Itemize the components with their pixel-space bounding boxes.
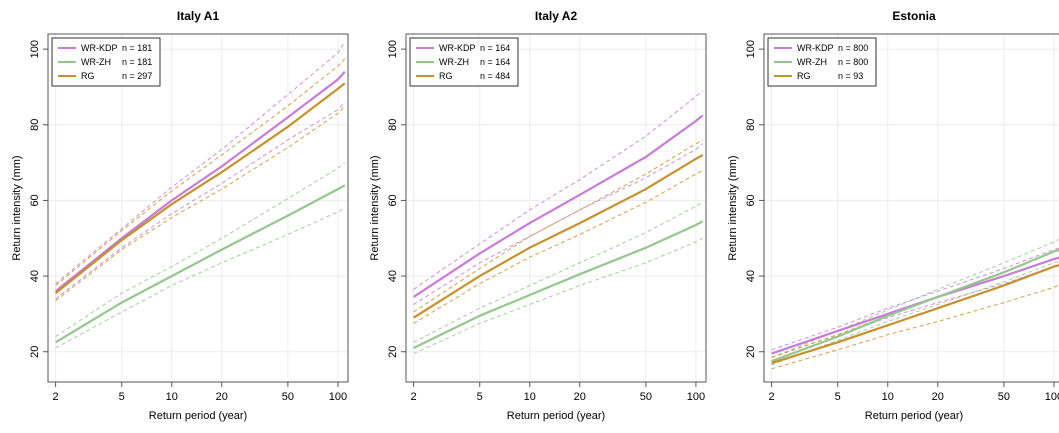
series-line [54, 82, 346, 294]
y-tick-label: 60 [387, 194, 399, 206]
series-lower-bound-line [771, 264, 1059, 358]
legend-count: n = 93 [838, 71, 863, 81]
legend-count: n = 164 [480, 57, 510, 67]
series-lower-bound-line [771, 284, 1059, 370]
legend-label: WR-ZH [81, 57, 111, 67]
legend-count: n = 484 [480, 71, 510, 81]
legend-label: WR-ZH [797, 57, 827, 67]
chart-panel-0: 2 5 10 20 50 100 20 40 60 80 100 Italy A1 Return per… [11, 9, 349, 422]
y-tick-label: 100 [387, 40, 399, 58]
x-tick-label: 10 [882, 391, 894, 403]
y-tick-label: 20 [745, 346, 757, 358]
chart-panel-1: 2 5 10 20 50 100 20 40 60 80 100 Italy A2 Return per… [369, 9, 707, 422]
chart-title: Estonia [892, 9, 936, 23]
x-tick-label: 2 [53, 391, 59, 403]
series-upper-bound-line [55, 41, 346, 285]
y-tick-label: 80 [29, 119, 41, 131]
series-line [771, 264, 1059, 365]
x-axis-label: Return period (year) [865, 410, 963, 422]
y-tick-label: 60 [745, 194, 757, 206]
legend-count: n = 297 [122, 71, 152, 81]
y-tick-label: 40 [29, 270, 41, 282]
series-line [771, 248, 1059, 363]
legend-count: n = 800 [838, 57, 868, 67]
x-tick-label: 20 [216, 391, 228, 403]
series-upper-bound-line [771, 247, 1059, 351]
legend: WR-KDP n = 181 WR-ZH n = 181 RG n = 297 [51, 37, 161, 87]
y-axis-label: Return intensity (mm) [369, 155, 381, 260]
legend-count: n = 800 [838, 43, 868, 53]
legend-count: n = 181 [122, 57, 152, 67]
legend: WR-KDP n = 800 WR-ZH n = 800 RG n = 93 [767, 37, 877, 87]
series-upper-bound-line [55, 162, 346, 338]
x-tick-label: 10 [166, 391, 178, 403]
legend-count: n = 181 [122, 43, 152, 53]
x-tick-label: 100 [329, 391, 347, 403]
legend-label: WR-ZH [439, 57, 469, 67]
chart-title: Italy A1 [177, 9, 220, 23]
plot-frame [47, 33, 349, 383]
x-axis-label: Return period (year) [149, 410, 247, 422]
y-tick-label: 60 [29, 194, 41, 206]
y-tick-label: 20 [29, 346, 41, 358]
x-tick-label: 100 [1045, 391, 1059, 403]
legend-label: WR-KDP [797, 43, 834, 53]
series-lower-bound-line [413, 237, 704, 355]
x-tick-label: 5 [119, 391, 125, 403]
legend-label: RG [439, 71, 453, 81]
x-tick-label: 50 [998, 391, 1010, 403]
series-line [55, 184, 346, 344]
x-tick-label: 2 [769, 391, 775, 403]
y-axis-label: Return intensity (mm) [11, 155, 23, 260]
series-lower-bound-line [413, 169, 704, 324]
series-upper-bound-line [413, 139, 704, 313]
series-line [54, 71, 346, 293]
x-tick-label: 50 [640, 391, 652, 403]
y-tick-label: 100 [745, 40, 757, 58]
y-tick-label: 40 [745, 270, 757, 282]
x-tick-label: 5 [477, 391, 483, 403]
series-upper-bound-line [771, 248, 1059, 358]
y-tick-label: 80 [387, 119, 399, 131]
x-tick-label: 100 [687, 391, 705, 403]
legend-label: WR-KDP [439, 43, 476, 53]
series-upper-bound-line [413, 90, 704, 290]
y-axis-label: Return intensity (mm) [727, 155, 739, 260]
series-lower-bound-line [55, 207, 346, 349]
x-tick-label: 2 [411, 391, 417, 403]
series-lower-bound-line [55, 105, 346, 302]
x-tick-label: 20 [574, 391, 586, 403]
x-tick-label: 5 [835, 391, 841, 403]
plot-frame [763, 33, 1059, 383]
y-tick-label: 100 [29, 40, 41, 58]
series-line [412, 114, 704, 298]
legend-label: WR-KDP [81, 43, 118, 53]
legend-label: RG [81, 71, 95, 81]
legend-label: RG [797, 71, 811, 81]
series-line [413, 154, 704, 319]
legend-count: n = 164 [480, 43, 510, 53]
x-axis-label: Return period (year) [507, 410, 605, 422]
y-tick-label: 80 [745, 119, 757, 131]
y-tick-label: 20 [387, 346, 399, 358]
series-line [413, 220, 704, 349]
legend: WR-KDP n = 164 WR-ZH n = 164 RG n = 484 [409, 37, 519, 87]
series-upper-bound-line [55, 58, 346, 286]
chart-title: Italy A2 [535, 9, 578, 23]
y-tick-label: 40 [387, 270, 399, 282]
series-lower-bound-line [771, 260, 1059, 366]
plot-frame [405, 33, 707, 383]
series-upper-bound-line [413, 201, 704, 343]
series-lower-bound-line [413, 143, 704, 305]
chart-panel-2: 2 5 10 20 50 100 20 40 60 80 100 Estonia Return peri… [727, 9, 1059, 422]
x-tick-label: 20 [932, 391, 944, 403]
x-tick-label: 10 [524, 391, 536, 403]
x-tick-label: 50 [282, 391, 294, 403]
